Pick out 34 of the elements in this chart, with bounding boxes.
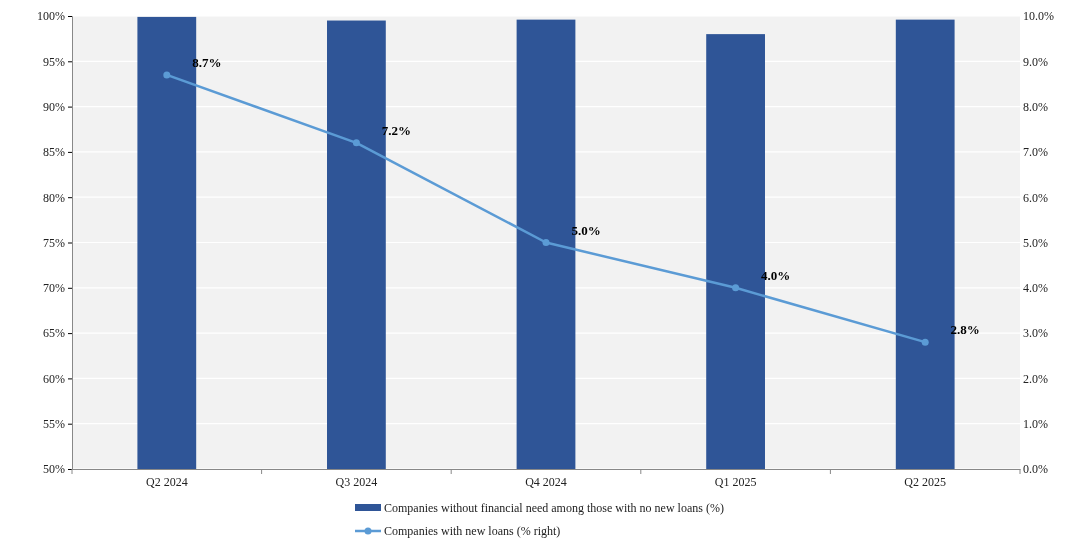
y2-tick-label: 2.0%	[1023, 371, 1048, 386]
x-tick-label: Q4 2024	[525, 475, 567, 490]
y2-tick-label: 9.0%	[1023, 54, 1048, 69]
y2-tick-label: 5.0%	[1023, 235, 1048, 250]
x-tick-label: Q3 2024	[335, 475, 378, 490]
y-tick-label: 65%	[43, 326, 65, 341]
y-tick-label: 100%	[37, 9, 65, 24]
y-tick-label: 90%	[43, 99, 65, 114]
x-tick-label: Q2 2024	[145, 475, 188, 490]
y2-tick-label: 8.0%	[1023, 99, 1048, 114]
y-tick-label: 70%	[43, 281, 65, 296]
x-tick-label: Q2 2025	[904, 475, 947, 490]
y-tick-label: 50%	[43, 462, 65, 477]
x-tick-label: Q1 2025	[714, 475, 757, 490]
y-tick-label: 75%	[43, 235, 65, 250]
y2-tick-label: 4.0%	[1023, 281, 1048, 296]
y-tick-label: 80%	[43, 190, 65, 205]
point	[352, 139, 360, 147]
point	[542, 239, 550, 246]
y-tick-label: 95%	[43, 54, 65, 69]
y-tick-label: 55%	[43, 417, 65, 432]
point	[921, 338, 929, 346]
y-tick-label: 60%	[43, 371, 65, 386]
y2-tick-label: 7.0%	[1023, 145, 1048, 160]
y-tick-label: 85%	[43, 145, 65, 160]
y2-tick-label: 0.0%	[1023, 462, 1048, 477]
legend-label: Companies without financial need among those with no new loans (%)	[384, 501, 724, 515]
point	[163, 71, 171, 79]
y2-tick-label: 1.0%	[1023, 417, 1048, 432]
legend-label: Companies with new loans (% right)	[384, 524, 561, 538]
y2-tick-label: 10.0%	[1023, 9, 1054, 24]
point	[732, 284, 740, 292]
y2-tick-label: 3.0%	[1023, 326, 1048, 341]
y2-tick-label: 6.0%	[1023, 190, 1048, 205]
